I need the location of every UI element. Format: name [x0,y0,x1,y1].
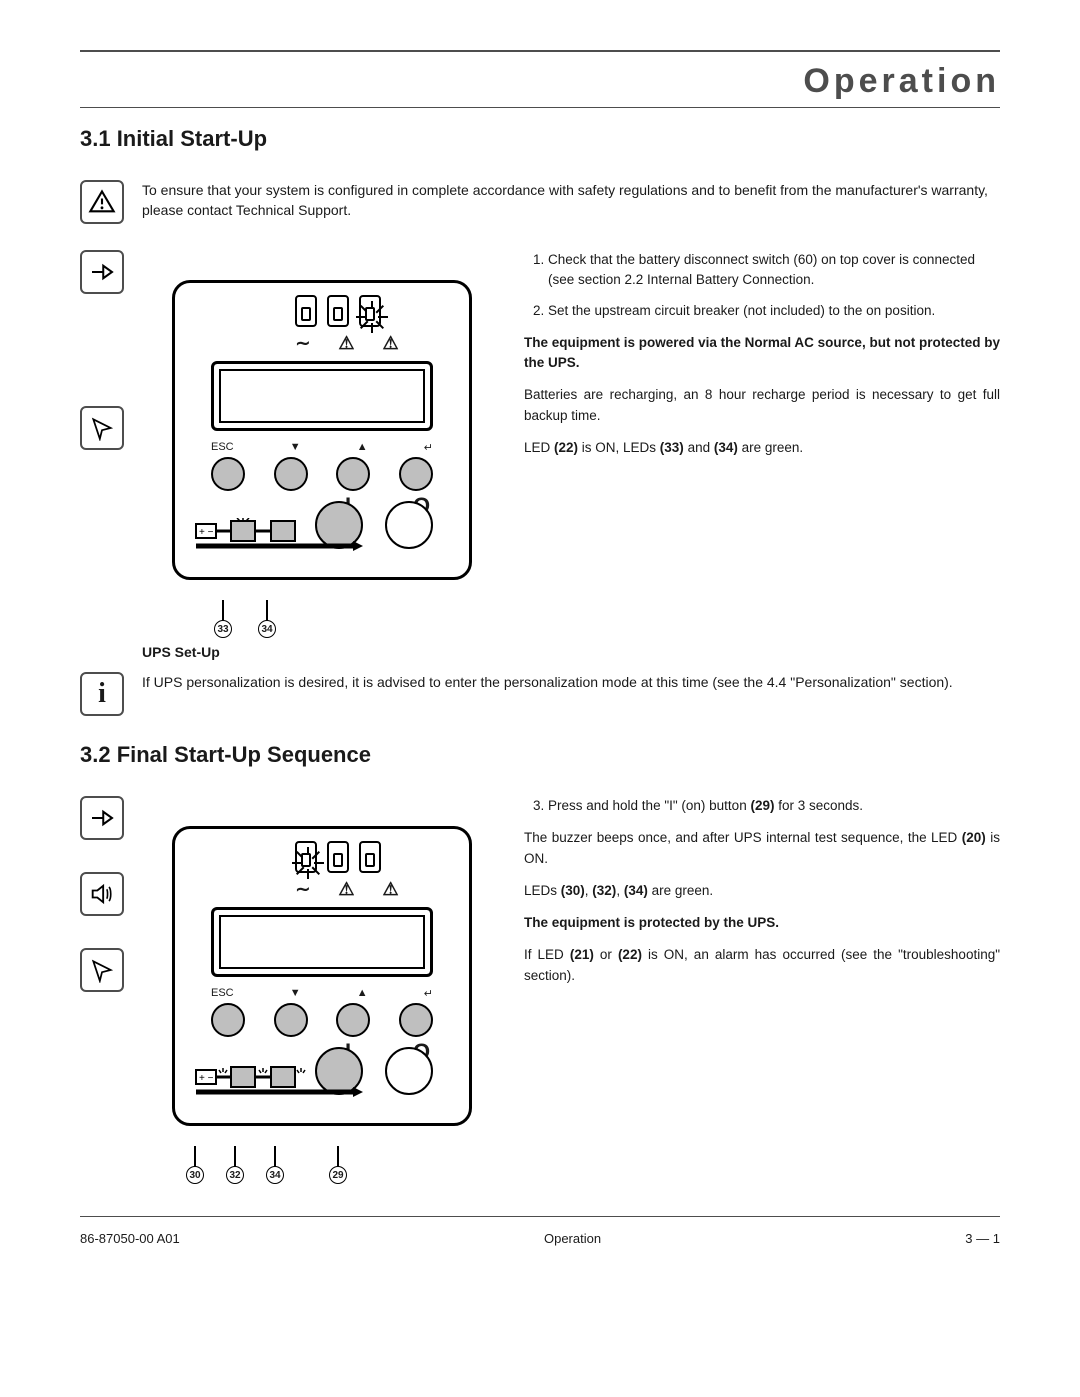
callout-29: 29 [329,1166,347,1184]
button-label-row: ESC ▼ ▲ ↵ [211,987,433,1000]
led-21 [327,841,349,873]
up-button[interactable] [336,1003,370,1037]
warning-triangle-icon [80,180,124,224]
step-1: Check that the battery disconnect switch… [548,250,1000,291]
symbol-row: ∼ ⚠ ⚠ [175,333,469,354]
alarm-note: If LED (21) or (22) is ON, an alarm has … [524,945,1000,986]
led-22 [359,295,381,327]
footer-right: 3 — 1 [965,1231,1000,1246]
footer-left: 86-87050-00 A01 [80,1231,180,1246]
page-footer: 86-87050-00 A01 Operation 3 — 1 [80,1231,1000,1246]
ups-panel-diagram-1: 22 ∼ ⚠ ⚠ ESC [154,250,494,630]
led-indicator-row [175,295,469,327]
cursor-icon [80,948,124,992]
small-button-row [211,1003,433,1037]
callout-33: 33 [214,620,232,638]
esc-button[interactable] [211,457,245,491]
small-button-row [211,457,433,491]
pointing-hand-icon [80,250,124,294]
callout-30: 30 [186,1166,204,1184]
protected-note: The equipment is protected by the UPS. [524,913,1000,933]
header-rule-bottom [80,107,1000,108]
enter-button[interactable] [399,1003,433,1037]
led-22 [359,841,381,873]
section-3-1-text: Check that the battery disconnect switch… [524,250,1000,470]
leds-green-note: LEDs (30), (32), (34) are green. [524,881,1000,901]
button-label-row: ESC ▼ ▲ ↵ [211,441,433,454]
step-3: Press and hold the "I" (on) button (29) … [548,796,1000,816]
callout-34: 34 [258,620,276,638]
led-21 [327,295,349,327]
led-20 [295,295,317,327]
lcd-screen [211,907,433,977]
off-button[interactable] [385,501,433,549]
ups-setup-text: If UPS personalization is desired, it is… [142,672,953,692]
margin-icon-column-2 [80,796,124,998]
down-button[interactable] [274,457,308,491]
step-2: Set the upstream circuit breaker (not in… [548,301,1000,321]
pointing-hand-icon [80,796,124,840]
callout-34: 34 [266,1166,284,1184]
recharge-note: Batteries are recharging, an 8 hour rech… [524,385,1000,426]
section-3-2-text: Press and hold the "I" (on) button (29) … [524,796,1000,998]
info-icon: i [80,672,124,716]
margin-icon-column [80,250,124,456]
chapter-title: Operation [80,52,1000,107]
lcd-screen [211,361,433,431]
power-mimic-diagram: + − [193,1064,363,1102]
footer-center: Operation [544,1231,601,1246]
led-indicator-row [175,841,469,873]
enter-button[interactable] [399,457,433,491]
led-status-note: LED (22) is ON, LEDs (33) and (34) are g… [524,438,1000,458]
symbol-row: ∼ ⚠ ⚠ [175,879,469,900]
down-button[interactable] [274,1003,308,1037]
ups-panel-diagram-2: 20 21 22 ∼ ⚠ ⚠ [154,796,494,1176]
section-3-2-heading: 3.2 Final Start-Up Sequence [80,742,1000,768]
svg-text:+ −: + − [199,527,214,538]
section-3-1-heading: 3.1 Initial Start-Up [80,126,1000,152]
speaker-icon [80,872,124,916]
footer-rule [80,1216,1000,1217]
callout-32: 32 [226,1166,244,1184]
powered-not-protected-note: The equipment is powered via the Normal … [524,333,1000,374]
off-button[interactable] [385,1047,433,1095]
led-20 [295,841,317,873]
svg-text:+ −: + − [199,1073,214,1084]
esc-button[interactable] [211,1003,245,1037]
up-button[interactable] [336,457,370,491]
warning-text: To ensure that your system is configured… [142,180,1000,221]
cursor-icon [80,406,124,450]
power-mimic-diagram: + − [193,518,363,556]
ups-setup-heading: UPS Set-Up [142,644,1000,660]
buzzer-note: The buzzer beeps once, and after UPS int… [524,828,1000,869]
